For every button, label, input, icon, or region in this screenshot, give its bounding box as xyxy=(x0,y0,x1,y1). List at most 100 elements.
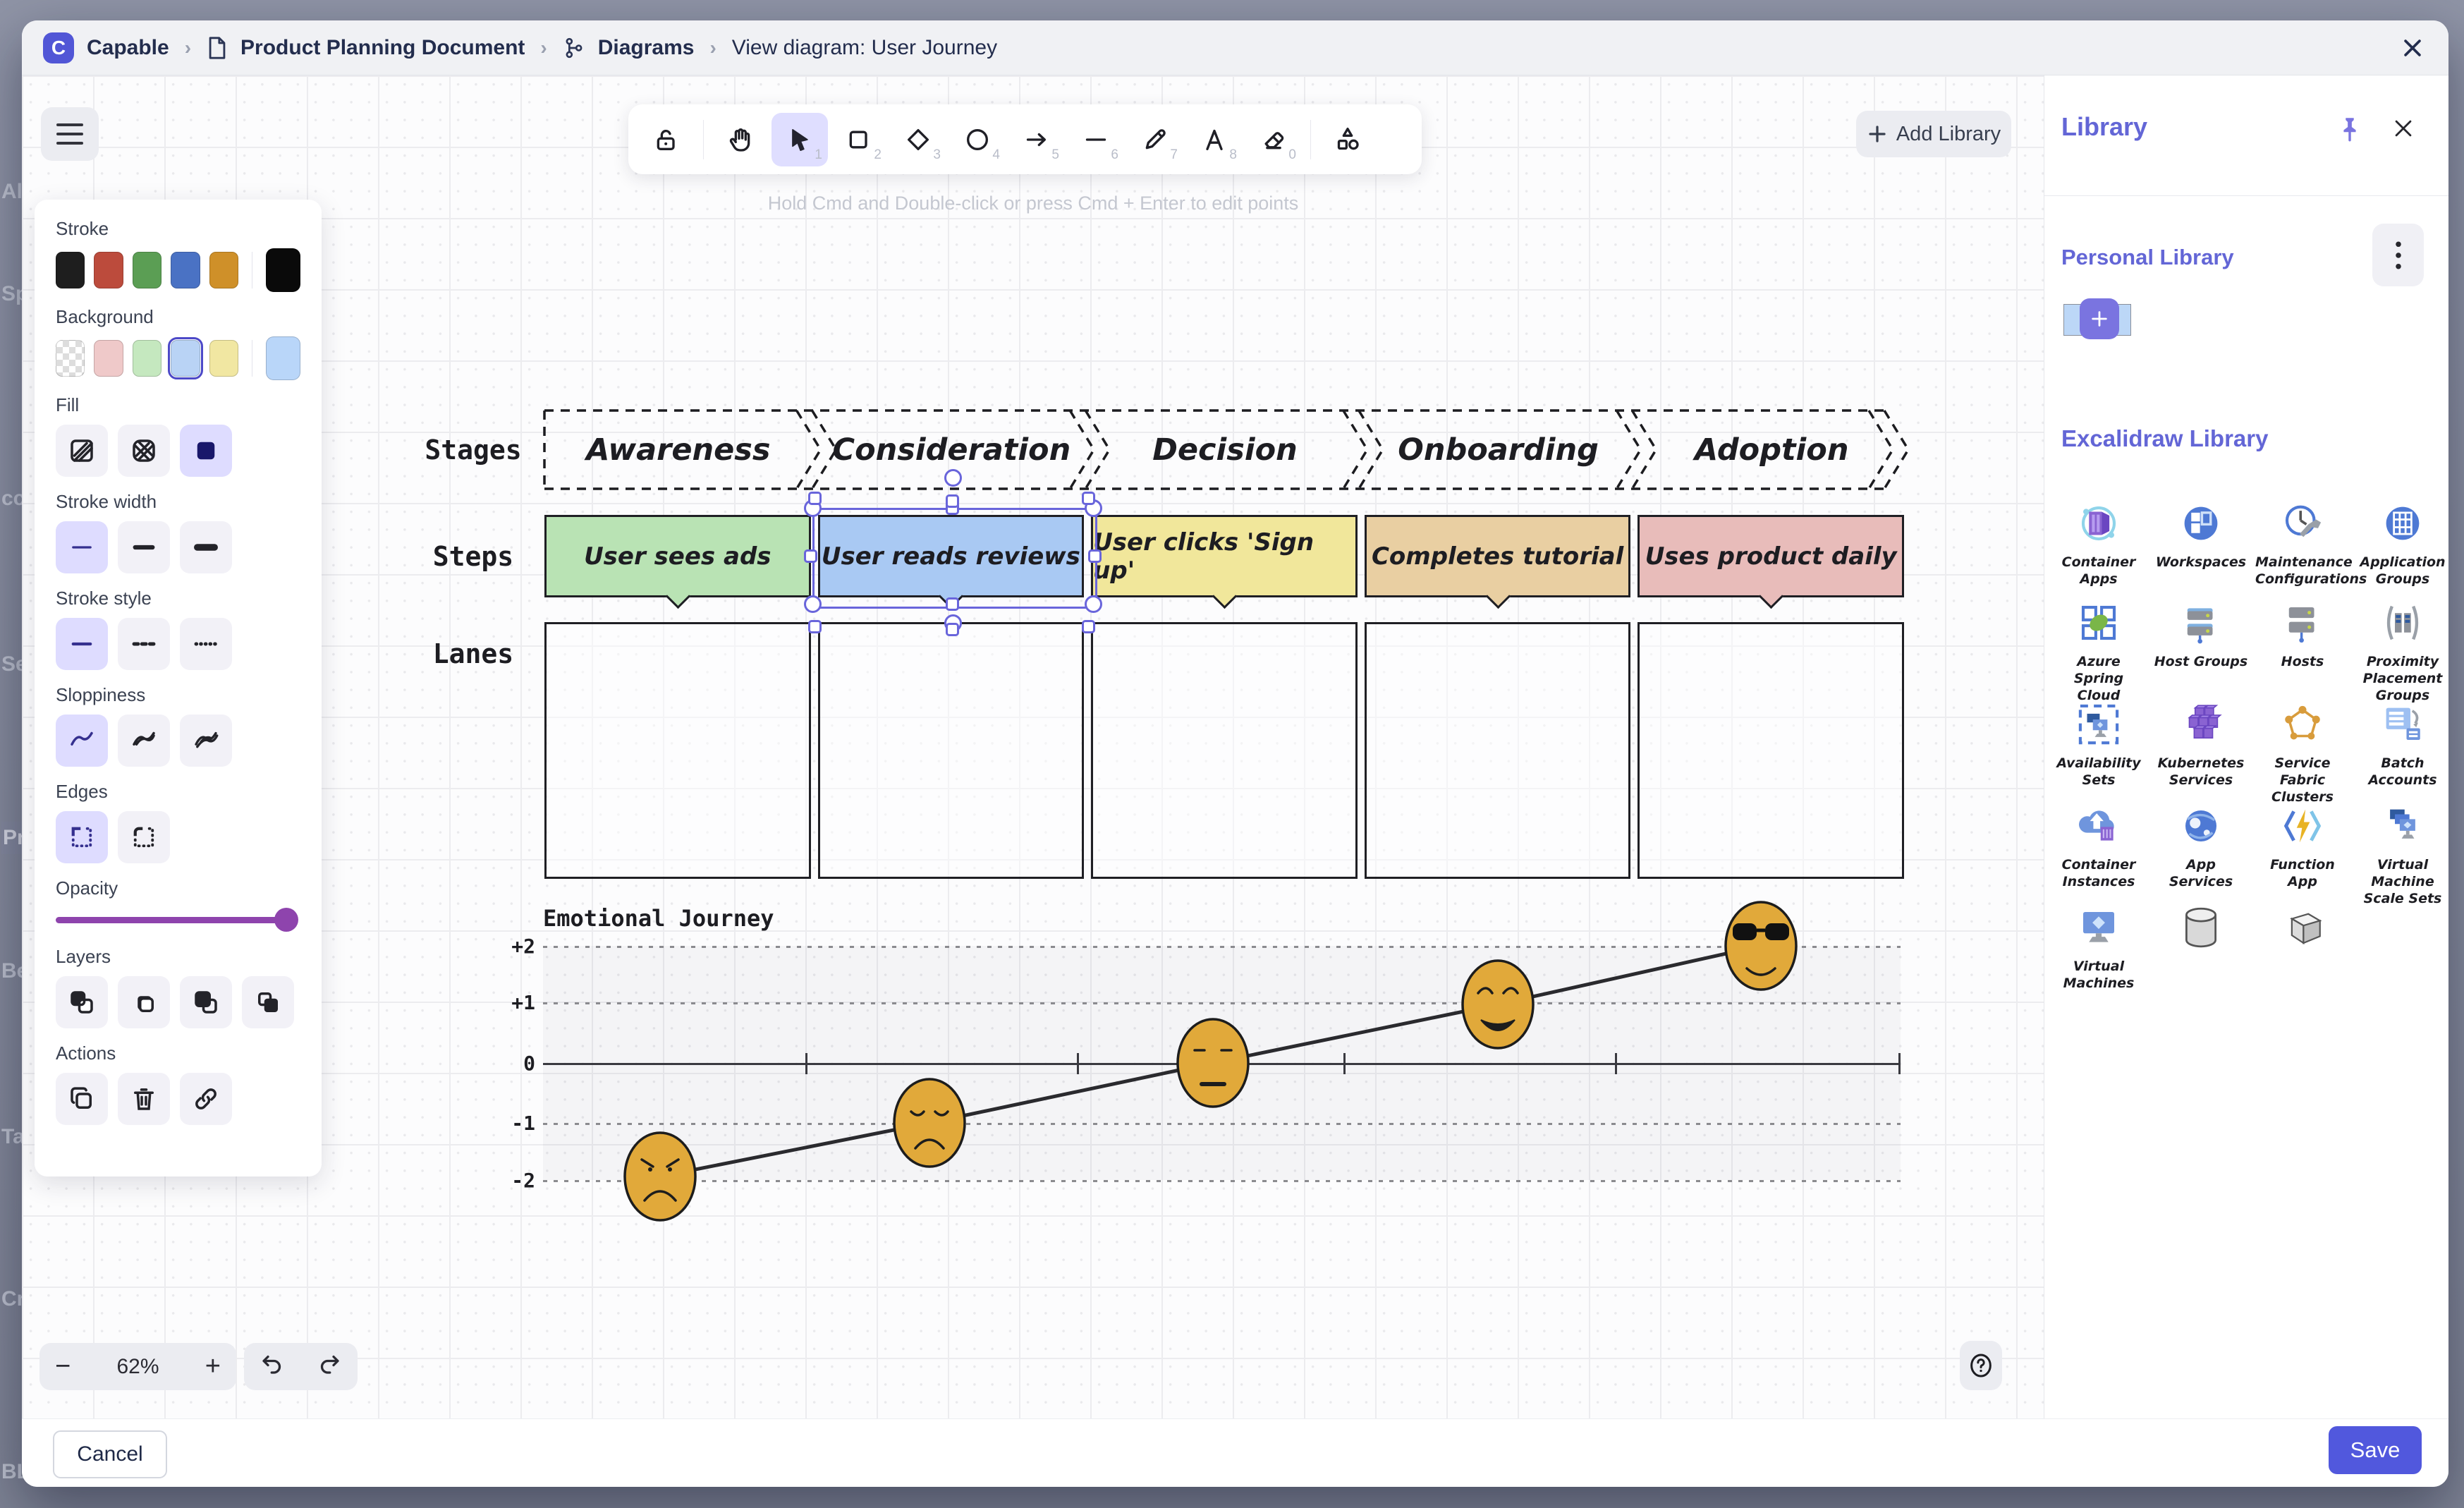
selection-mid-handle[interactable] xyxy=(804,549,817,563)
save-button[interactable]: Save xyxy=(2329,1426,2422,1474)
layers-send-to-back-button[interactable] xyxy=(56,976,108,1028)
lane-selection-handle[interactable] xyxy=(946,623,959,636)
breadcrumb-app[interactable]: Capable xyxy=(87,35,169,59)
stroke-width-bold-button[interactable] xyxy=(118,521,170,573)
stage-shape[interactable]: Awareness xyxy=(586,432,771,468)
stage-shape[interactable]: Decision xyxy=(1152,432,1298,468)
fill-hachure-button[interactable] xyxy=(56,425,108,477)
personal-library-menu-button[interactable] xyxy=(2372,224,2424,286)
stage-shape[interactable]: Onboarding xyxy=(1398,432,1599,468)
lane-selection-handle[interactable] xyxy=(1082,620,1095,633)
library-close-icon[interactable] xyxy=(2391,116,2415,144)
sloppiness-architect-button[interactable] xyxy=(56,715,108,767)
library-item-host-groups[interactable]: Host Groups xyxy=(2154,600,2248,671)
stage-selection-handle[interactable] xyxy=(946,494,959,508)
stages-ribbon[interactable] xyxy=(542,408,1908,491)
actions-delete-button[interactable] xyxy=(118,1073,170,1125)
library-item-function-app[interactable]: Function App xyxy=(2255,803,2350,891)
actions-link-button[interactable] xyxy=(180,1073,232,1125)
stage-shape[interactable]: Consideration xyxy=(832,432,1071,468)
library-item-cylinder[interactable] xyxy=(2154,904,2248,959)
step-shape[interactable]: User sees ads xyxy=(544,515,811,609)
select-tool-button[interactable]: 1 xyxy=(771,112,828,166)
add-library-button[interactable]: Add Library xyxy=(1856,111,2011,157)
eraser-tool-button[interactable]: 0 xyxy=(1245,113,1302,166)
step-shape[interactable]: User clicks 'Sign up' xyxy=(1091,515,1358,609)
happy-face[interactable] xyxy=(1461,959,1535,1050)
sad-face[interactable] xyxy=(893,1078,966,1168)
line-tool-button[interactable]: 6 xyxy=(1085,138,1118,162)
opacity-slider-knob[interactable] xyxy=(274,908,298,932)
library-item-virtual-machine-scale-sets[interactable]: Virtual Machine Scale Sets xyxy=(2355,803,2448,907)
background-color-swatch[interactable] xyxy=(209,340,238,377)
library-item-workspaces[interactable]: Workspaces xyxy=(2154,500,2248,571)
library-item-azure-spring-cloud[interactable]: Azure Spring Cloud xyxy=(2051,600,2146,704)
stage-selection-rotate-handle[interactable] xyxy=(944,469,962,487)
lane-shape[interactable] xyxy=(544,622,811,879)
library-item-service-fabric-clusters[interactable]: Service Fabric Clusters xyxy=(2255,701,2350,805)
library-item-batch-accounts[interactable]: Batch Accounts xyxy=(2355,701,2448,789)
breadcrumb-diagrams[interactable]: Diagrams xyxy=(597,35,695,59)
stroke-color-swatch[interactable] xyxy=(132,252,162,288)
step-shape[interactable]: User reads reviews xyxy=(817,515,1085,609)
stroke-width-thin-button[interactable] xyxy=(56,521,108,573)
selection-mid-handle[interactable] xyxy=(946,597,959,611)
stroke-current-color[interactable] xyxy=(265,248,300,292)
stroke-color-swatch[interactable] xyxy=(209,252,238,288)
selection-corner-handle[interactable] xyxy=(1085,595,1102,613)
stroke-width-extra-bold-button[interactable] xyxy=(180,521,232,573)
layers-bring-forward-button[interactable] xyxy=(180,976,232,1028)
lane-shape[interactable] xyxy=(1364,622,1631,879)
personal-library-add-button[interactable] xyxy=(2080,298,2119,339)
hand-tool-button[interactable] xyxy=(712,113,769,166)
layers-bring-to-front-button[interactable] xyxy=(242,976,294,1028)
selection-corner-handle[interactable] xyxy=(804,595,822,613)
undo-icon[interactable] xyxy=(260,1351,285,1382)
layers-send-backward-button[interactable] xyxy=(118,976,170,1028)
step-shape[interactable]: Uses product daily xyxy=(1637,515,1904,609)
zoom-out-button[interactable]: − xyxy=(55,1351,71,1381)
selection-mid-handle[interactable] xyxy=(1088,549,1102,563)
fill-cross-hatch-button[interactable] xyxy=(118,425,170,477)
cool-face[interactable] xyxy=(1724,901,1798,991)
library-item-virtual-machines[interactable]: Virtual Machines xyxy=(2051,904,2146,992)
stroke-style-dashed-button[interactable] xyxy=(118,618,170,670)
lane-shape[interactable] xyxy=(1637,622,1904,879)
library-item-proximity-placement-groups[interactable]: Proximity Placement Groups xyxy=(2355,600,2448,704)
background-current-color[interactable] xyxy=(265,336,300,380)
stroke-color-swatch[interactable] xyxy=(94,252,123,288)
background-color-swatch[interactable] xyxy=(56,340,85,377)
background-color-swatch[interactable] xyxy=(168,337,203,379)
lane-selection-handle[interactable] xyxy=(808,620,822,633)
redo-icon[interactable] xyxy=(317,1351,342,1382)
zoom-level[interactable]: 62% xyxy=(116,1354,159,1378)
sloppiness-artist-button[interactable] xyxy=(118,715,170,767)
shapes-tool-button[interactable] xyxy=(1319,113,1376,166)
step-shape[interactable]: Completes tutorial xyxy=(1364,515,1631,609)
background-color-swatch[interactable] xyxy=(94,340,123,377)
app-logo[interactable]: C xyxy=(43,32,74,63)
library-item-application-groups[interactable]: Application Groups xyxy=(2355,500,2448,588)
opacity-slider[interactable] xyxy=(56,908,298,932)
library-item-maintenance-configurations[interactable]: Maintenance Configurations xyxy=(2255,500,2367,588)
modal-close-icon[interactable] xyxy=(2395,30,2430,66)
stroke-color-swatch[interactable] xyxy=(56,252,85,288)
library-item-app-services[interactable]: App Services xyxy=(2154,803,2248,891)
edges-sharp-button[interactable] xyxy=(56,811,108,863)
draw-tool-button[interactable]: 7 xyxy=(1127,113,1183,166)
stage-selection-handle[interactable] xyxy=(808,492,822,505)
library-item-availability-sets[interactable]: Availability Sets xyxy=(2051,701,2146,789)
help-button[interactable] xyxy=(1960,1341,2002,1390)
cancel-button[interactable]: Cancel xyxy=(53,1430,167,1478)
background-color-swatch[interactable] xyxy=(132,340,162,377)
library-item-container-apps[interactable]: Container Apps xyxy=(2051,500,2146,588)
library-item-cube[interactable] xyxy=(2255,904,2350,959)
stroke-style-solid-button[interactable] xyxy=(56,618,108,670)
actions-duplicate-button[interactable] xyxy=(56,1073,108,1125)
fill-solid-button[interactable] xyxy=(180,425,232,477)
library-item-container-instances[interactable]: Container Instances xyxy=(2051,803,2146,891)
stroke-style-dotted-button[interactable] xyxy=(180,618,232,670)
diamond-tool-button[interactable]: 3 xyxy=(890,113,946,166)
zoom-in-button[interactable]: + xyxy=(205,1351,221,1381)
